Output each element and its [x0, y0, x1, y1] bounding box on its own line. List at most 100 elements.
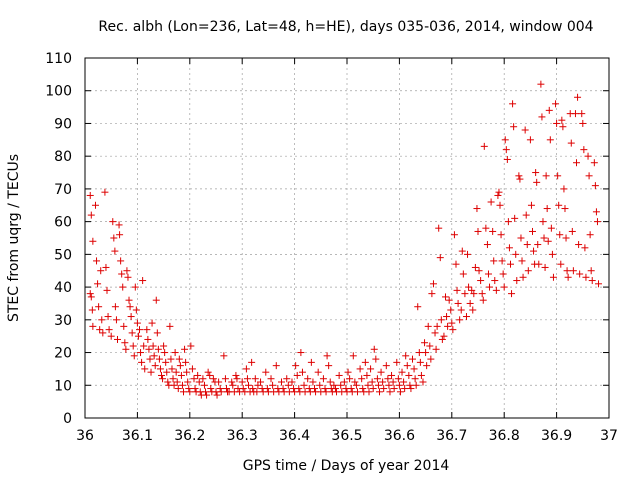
data-point	[118, 270, 126, 278]
data-point	[97, 267, 105, 275]
data-point	[111, 247, 119, 255]
data-point	[377, 368, 385, 376]
data-point	[204, 368, 212, 376]
data-point	[288, 378, 296, 386]
data-point	[419, 378, 427, 386]
data-point	[388, 371, 396, 379]
data-point	[542, 172, 550, 180]
data-point	[272, 362, 280, 370]
data-point	[477, 277, 485, 285]
data-point	[584, 152, 592, 160]
data-point	[489, 227, 497, 235]
data-point	[176, 362, 184, 370]
data-point	[440, 332, 448, 340]
data-point	[314, 368, 322, 376]
data-point	[444, 322, 452, 330]
data-point	[370, 345, 378, 353]
data-point	[503, 155, 511, 163]
data-point	[491, 277, 499, 285]
data-point	[229, 381, 237, 389]
data-point	[131, 283, 139, 291]
data-point	[363, 371, 371, 379]
data-point	[494, 191, 502, 199]
x-tick-label: 36.4	[279, 428, 310, 444]
data-point	[135, 326, 143, 334]
data-point	[120, 322, 128, 330]
data-point	[501, 136, 509, 144]
data-point	[152, 296, 160, 304]
data-point	[330, 381, 338, 389]
data-point	[533, 178, 541, 186]
data-point	[358, 375, 366, 383]
data-point	[126, 303, 134, 311]
data-point	[588, 277, 596, 285]
data-point	[91, 201, 99, 209]
data-point	[574, 93, 582, 101]
data-point	[372, 355, 380, 363]
data-point	[248, 358, 256, 366]
data-point	[150, 352, 158, 360]
data-point	[304, 375, 312, 383]
data-point	[112, 316, 120, 324]
data-point	[156, 365, 164, 373]
data-point	[344, 368, 352, 376]
data-point	[325, 362, 333, 370]
data-point	[162, 358, 170, 366]
data-point	[279, 385, 287, 393]
x-tick-label: 36.9	[541, 428, 572, 444]
grid-lines	[85, 58, 609, 418]
data-point	[578, 110, 586, 118]
data-point	[569, 267, 577, 275]
data-point	[538, 113, 546, 121]
data-point	[523, 241, 531, 249]
data-point	[127, 313, 135, 321]
data-point	[191, 385, 199, 393]
x-tick-labels: 36 36.1 36.2 36.3 36.4 36.5 36.6 36.7 36.8 36.9 37	[76, 428, 618, 444]
data-point	[213, 391, 221, 399]
data-point	[361, 358, 369, 366]
data-point	[238, 378, 246, 386]
data-point	[512, 250, 520, 258]
data-point	[390, 385, 398, 393]
data-point	[505, 244, 513, 252]
data-point	[541, 263, 549, 271]
data-point	[101, 188, 109, 196]
data-point	[188, 365, 196, 373]
data-point	[495, 188, 503, 196]
data-point	[293, 371, 301, 379]
data-point	[105, 326, 113, 334]
data-point	[562, 234, 570, 242]
data-point	[122, 345, 130, 353]
data-point	[221, 375, 229, 383]
data-point	[309, 378, 317, 386]
data-point	[487, 198, 495, 206]
data-point	[322, 388, 330, 396]
data-point	[552, 100, 560, 108]
data-point	[519, 273, 527, 281]
data-point	[447, 306, 455, 314]
data-point	[416, 358, 424, 366]
data-point	[423, 362, 431, 370]
data-point	[452, 260, 460, 268]
data-point	[540, 234, 548, 242]
data-point	[436, 254, 444, 262]
data-point	[496, 201, 504, 209]
data-point	[593, 218, 601, 226]
data-point	[382, 362, 390, 370]
data-point	[431, 329, 439, 337]
data-point	[200, 381, 208, 389]
data-point	[500, 283, 508, 291]
data-point	[400, 378, 408, 386]
y-tick-label: 100	[45, 84, 72, 100]
y-tick-label: 60	[54, 215, 72, 231]
data-point	[369, 385, 377, 393]
data-point	[239, 385, 247, 393]
data-point	[119, 283, 127, 291]
data-point	[365, 388, 373, 396]
data-point	[145, 345, 153, 353]
data-point	[475, 267, 483, 275]
data-point	[422, 349, 430, 357]
data-point	[283, 375, 291, 383]
data-point	[151, 362, 159, 370]
x-tick-label: 36.5	[331, 428, 362, 444]
